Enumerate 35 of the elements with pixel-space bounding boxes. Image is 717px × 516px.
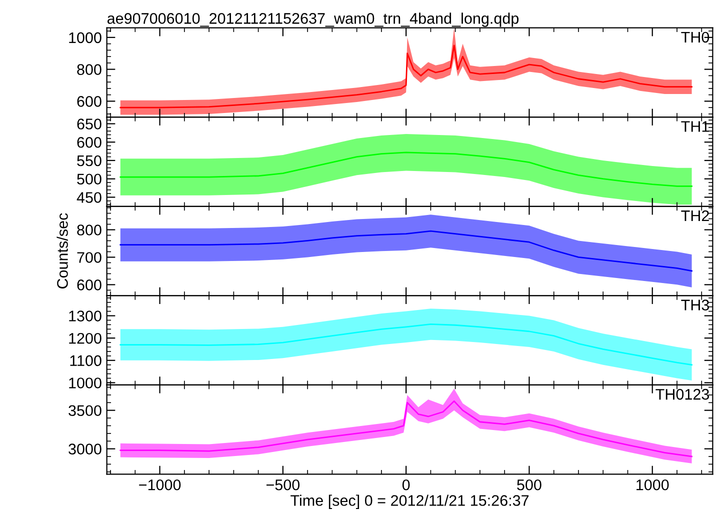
y-tick-label: 450 (76, 192, 102, 203)
x-tick-label: 0 (402, 479, 410, 490)
text: TH1 (681, 121, 709, 132)
y-tick-label: 550 (77, 155, 102, 166)
y-tick-label: 3500 (68, 405, 102, 416)
x-tick-label: 1000 (636, 479, 669, 490)
line-series (120, 44, 692, 108)
line-series (120, 230, 692, 272)
x-axis-title: Time [sec] 0 = 2012/11/21 15:26:37 (290, 494, 529, 509)
y-tick-label: 1000 (69, 378, 102, 388)
y-tick-label: 800 (77, 64, 102, 75)
y-tick-label: 800 (77, 224, 102, 236)
y-tick-label: 1000 (69, 32, 102, 44)
text: TH3 (681, 300, 709, 310)
x-tick-label: −1000 (139, 479, 181, 490)
line-series (120, 324, 692, 366)
y-tick-label: 3000 (68, 444, 102, 454)
y-tick-label: 1200 (69, 332, 102, 344)
y-tick-label: 600 (77, 280, 102, 290)
y-tick-label: 650 (77, 118, 102, 130)
text: TH0 (681, 32, 710, 43)
x-tick-label: −500 (266, 479, 300, 490)
text: TH2 (681, 210, 709, 222)
chart-title: ae907006010_20121121152637_wam0_trn_4band_long.qdp (107, 12, 519, 27)
y-tick-label: 500 (77, 174, 102, 185)
x-tick-label: 500 (517, 479, 542, 490)
y-tick-label: 700 (77, 252, 102, 263)
y-tick-label: 600 (77, 96, 102, 107)
text: TH0123 (656, 388, 709, 400)
y-axis-title: Counts/sec (56, 213, 68, 288)
y-tick-label: 1100 (70, 355, 102, 366)
y-tick-label: 1300 (69, 310, 102, 322)
line-series (120, 152, 692, 187)
y-tick-label: 600 (77, 136, 102, 148)
line-series (120, 400, 692, 458)
